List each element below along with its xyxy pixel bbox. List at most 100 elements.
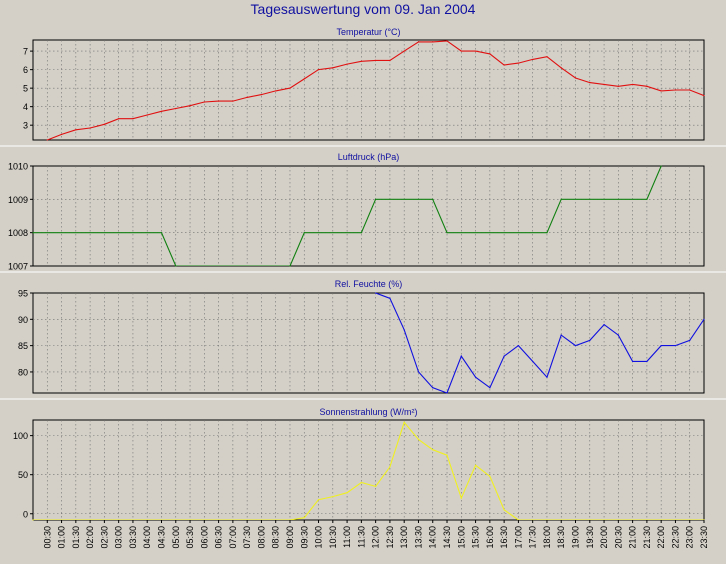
- data-point: [474, 464, 477, 466]
- x-tick-label: 20:00: [599, 526, 609, 549]
- x-tick-label: 18:30: [556, 526, 566, 549]
- data-point: [375, 292, 377, 294]
- data-point: [503, 355, 505, 357]
- data-point: [189, 105, 191, 107]
- x-tick-label: 23:30: [699, 526, 709, 549]
- series-line-0: [375, 293, 704, 393]
- data-point: [503, 64, 505, 66]
- data-point: [532, 360, 534, 363]
- data-point: [560, 67, 562, 69]
- data-point: [46, 139, 48, 141]
- data-point: [118, 118, 120, 120]
- data-point: [474, 50, 477, 52]
- data-point: [703, 94, 705, 97]
- data-point: [403, 421, 405, 423]
- y-tick-label: 0: [23, 509, 28, 519]
- x-tick-label: 19:30: [585, 526, 595, 549]
- x-tick-label: 21:30: [642, 526, 652, 549]
- data-point: [103, 123, 105, 125]
- data-point: [389, 466, 391, 468]
- data-point: [432, 198, 434, 200]
- data-point: [617, 85, 619, 87]
- chart-panel-1: Luftdruck (hPa) 1007 1008 1009 1010: [8, 152, 705, 272]
- data-point: [489, 387, 491, 389]
- data-point: [75, 129, 77, 131]
- data-point: [617, 334, 619, 336]
- data-point: [474, 376, 477, 378]
- x-tick-label: 17:00: [513, 526, 523, 549]
- x-tick-label: 12:30: [385, 526, 395, 549]
- data-point: [660, 165, 662, 167]
- x-tick-label: 18:00: [542, 526, 552, 549]
- data-point: [517, 345, 520, 347]
- chart-panel-0: Temperatur (°C) 3 4 5 6 7: [23, 27, 705, 141]
- plot-area: [32, 419, 705, 521]
- x-tick-label: 11:00: [342, 526, 352, 548]
- x-tick-label: 16:30: [499, 526, 509, 549]
- data-point: [303, 517, 305, 519]
- x-tick-label: 04:00: [142, 526, 152, 549]
- data-point: [432, 449, 434, 451]
- x-tick-label: 13:30: [413, 526, 423, 549]
- y-tick-label: 1010: [8, 162, 28, 172]
- data-point: [175, 107, 177, 110]
- x-tick-label: 09:30: [299, 526, 309, 549]
- y-tick-label: 7: [23, 47, 28, 57]
- x-tick-label: 13:00: [399, 526, 409, 549]
- y-tick-label: 3: [23, 121, 28, 131]
- x-tick-label: 06:00: [199, 526, 209, 549]
- x-tick-label: 16:00: [485, 526, 495, 549]
- x-tick-label: 02:00: [85, 526, 95, 549]
- data-point: [674, 345, 677, 347]
- data-point: [175, 265, 177, 267]
- data-point: [589, 339, 591, 341]
- y-tick-label: 5: [23, 84, 28, 94]
- plot-area: [32, 292, 705, 394]
- y-tick-label: 100: [13, 431, 28, 441]
- data-point: [32, 519, 34, 521]
- chart-title: Rel. Feuchte (%): [335, 279, 403, 289]
- data-point: [432, 41, 434, 43]
- chart-title: Luftdruck (hPa): [338, 152, 400, 162]
- data-point: [360, 481, 362, 484]
- data-point: [574, 77, 577, 79]
- x-tick-label: 22:30: [670, 526, 680, 549]
- data-point: [460, 497, 462, 499]
- data-point: [375, 485, 377, 488]
- data-point: [460, 355, 462, 357]
- data-point: [346, 63, 348, 65]
- chart-panel-3: Sonnenstrahlung (W/m²) 0 50 100 00:30 01:00 01…: [13, 407, 709, 549]
- y-tick-label: 50: [18, 470, 28, 480]
- y-tick-label: 1008: [8, 228, 28, 238]
- x-tick-label: 15:30: [471, 526, 481, 549]
- y-tick-label: 1007: [8, 262, 28, 272]
- data-point: [360, 232, 362, 234]
- data-point: [260, 94, 263, 96]
- x-tick-label: 02:30: [99, 526, 109, 549]
- data-point: [289, 87, 291, 89]
- data-point: [574, 345, 577, 347]
- y-tick-label: 90: [18, 315, 28, 325]
- x-tick-label: 08:30: [271, 526, 281, 549]
- data-point: [403, 329, 405, 331]
- data-point: [703, 318, 705, 320]
- data-point: [646, 198, 648, 200]
- data-point: [389, 297, 391, 299]
- data-point: [360, 60, 362, 62]
- data-point: [517, 62, 520, 64]
- data-point: [446, 454, 448, 456]
- data-point: [375, 59, 377, 61]
- data-point: [303, 78, 305, 80]
- data-point: [446, 232, 448, 234]
- x-tick-label: 14:00: [428, 526, 438, 549]
- data-point: [689, 89, 691, 91]
- data-point: [403, 50, 405, 52]
- data-point: [146, 114, 148, 116]
- data-point: [317, 69, 320, 71]
- x-tick-label: 17:30: [528, 526, 538, 549]
- data-point: [560, 334, 562, 336]
- x-tick-label: 01:00: [57, 526, 67, 549]
- x-tick-label: 09:00: [285, 526, 295, 549]
- data-point: [375, 198, 377, 200]
